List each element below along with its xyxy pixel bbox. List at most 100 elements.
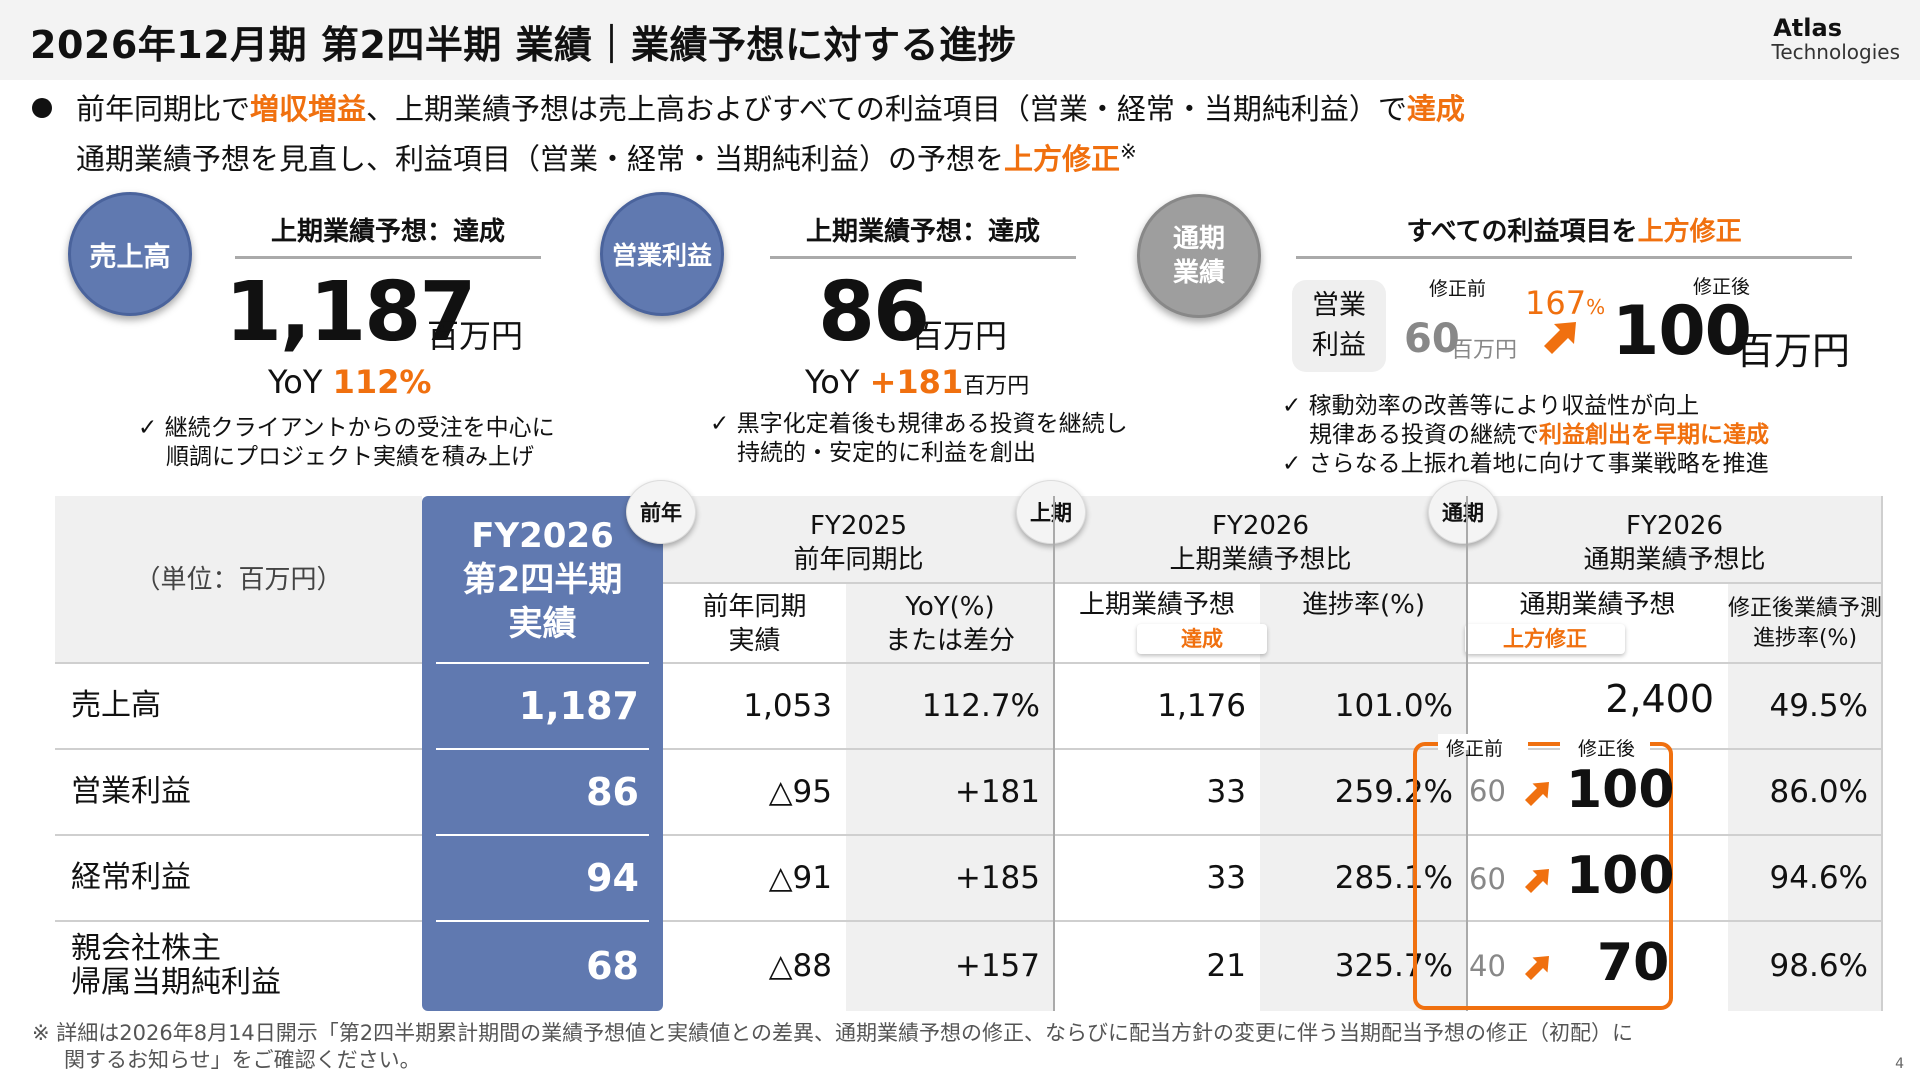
logo-subtext: Technologies	[1771, 40, 1900, 64]
yoy-net: +157	[954, 948, 1040, 984]
col-header-line: 前年同期	[702, 591, 807, 622]
half-plan-net: 21	[1206, 948, 1246, 984]
col-bg	[846, 663, 1054, 1011]
op-circle-label: 営業利益	[611, 241, 712, 270]
row-label-line: 親会社株主	[71, 931, 221, 966]
full-rate-sales: 49.5%	[1769, 688, 1868, 724]
full-before-ordinary: 60	[1469, 862, 1506, 896]
full-plan-sales: 2,400	[1605, 677, 1714, 721]
group-header-line: FY2025	[809, 511, 907, 541]
before-value: 60	[1404, 316, 1460, 362]
actual-op: 86	[586, 770, 639, 814]
title-bar: 2026年12月期 第2四半期 業績｜業績予想に対する進捗 Atlas Tech…	[0, 0, 1920, 80]
full-circle-label-1: 通期	[1172, 224, 1225, 254]
col-bg	[663, 663, 846, 1011]
after-label: 修正後	[1693, 276, 1751, 298]
half-rate-ordinary: 285.1%	[1334, 860, 1453, 896]
bullet-icon	[32, 98, 52, 118]
fy-header-line: 第2四半期	[462, 560, 623, 600]
fy-header: FY2026 第2四半期 実績	[422, 514, 663, 646]
unit-label-cell: （単位：百万円）	[55, 496, 422, 663]
divider	[55, 834, 422, 836]
bullet-line-1: 前年同期比で増収増益、上期業績予想は売上高およびすべての利益項目（営業・経常・当…	[76, 86, 1465, 128]
col-header-line: または差分	[884, 625, 1015, 656]
group-header-line: 上期業績予想比	[1169, 545, 1352, 575]
op-label-line: 利益	[1312, 330, 1366, 361]
group-header-line: FY2026	[1625, 511, 1723, 541]
op-value: 86	[818, 265, 930, 360]
full-note-1: ✓ 稼動効率の改善等により収益性が向上	[1282, 393, 1700, 419]
sales-circle-label: 売上高	[89, 241, 171, 273]
full-rate-ordinary: 94.6%	[1769, 860, 1868, 896]
col-header-line: 修正後業績予測	[1728, 595, 1883, 621]
row-label-op: 営業利益	[55, 749, 422, 835]
divider	[663, 582, 1882, 584]
upward-revision-badge: 上方修正	[1465, 624, 1625, 654]
full-rate-net: 98.6%	[1769, 948, 1868, 984]
full-rate-op: 86.0%	[1769, 774, 1868, 810]
footnote-line: ※ 詳細は2026年8月14日開示「第2四半期累計期間の業績予想値と実績値との差…	[32, 1021, 1633, 1045]
yoy-sales: 112.7%	[921, 688, 1040, 724]
prev-net: △88	[768, 948, 832, 984]
bullet-text: 前年同期比で	[76, 92, 251, 126]
yoy-unit: 百万円	[963, 374, 1030, 399]
col-header-line: YoY(%)	[905, 591, 995, 622]
bullet-text: 、上期業績予想は売上高およびすべての利益項目（営業・経常・当期純利益）で	[366, 92, 1407, 126]
actual-ordinary: 94	[586, 856, 639, 900]
results-table: （単位：百万円） 売上高 営業利益 経常利益 親会社株主 帰属当期純利益 FY2…	[55, 480, 1883, 1011]
footnote: ※ 詳細は2026年8月14日開示「第2四半期累計期間の業績予想値と実績値との差…	[32, 1020, 1633, 1074]
op-unit: 百万円	[911, 317, 1008, 355]
note-text: 規律ある投資の継続で	[1309, 422, 1539, 448]
actual-sales: 1,187	[518, 684, 639, 728]
highlight-text: 上方修正	[1004, 142, 1121, 176]
op-label-line: 営業	[1312, 290, 1366, 321]
label-bg	[1560, 734, 1650, 750]
col-header-line: 通期業績予想	[1519, 590, 1676, 620]
col-header-line: 進捗率(%)	[1752, 625, 1858, 651]
group-header-line: 通期業績予想比	[1583, 545, 1766, 575]
heading-highlight: 上方修正	[1637, 217, 1742, 247]
divider	[436, 662, 649, 664]
half-plan-sales: 1,176	[1157, 688, 1246, 724]
full-after-op: 100	[1566, 760, 1675, 820]
op-heading: 上期業績予想：達成	[805, 217, 1040, 247]
unit-label: （単位：百万円）	[134, 564, 343, 595]
col-bg	[1260, 663, 1467, 1011]
logo-text: Atlas	[1773, 14, 1842, 42]
revision-ratio: 167%	[1525, 284, 1605, 322]
col-full-rate: 修正後業績予測 進捗率(%)	[1728, 584, 1882, 663]
revision-highlight-box	[1413, 742, 1673, 1010]
col-yoy: YoY(%) または差分	[846, 584, 1054, 663]
prev-sales: 1,053	[743, 688, 832, 724]
half-plan-op: 33	[1206, 774, 1246, 810]
page-number: 4	[1895, 1056, 1904, 1072]
fy-header-line: 実績	[508, 604, 577, 644]
after-value: 100	[1612, 292, 1752, 371]
row-label-net: 親会社株主 帰属当期純利益	[55, 921, 422, 1011]
up-right-arrow-icon	[1525, 956, 1549, 980]
fy-header-line: FY2026	[471, 516, 614, 556]
row-label-line: 帰属当期純利益	[71, 965, 281, 1000]
col-bg	[1467, 663, 1728, 1011]
note-highlight: 利益創出を早期に達成	[1539, 422, 1769, 448]
up-right-arrow-icon	[1544, 322, 1576, 354]
up-right-arrow-icon	[1525, 782, 1549, 806]
col-half-rate: 進捗率(%)	[1260, 584, 1467, 663]
sales-note-2: 順調にプロジェクト実績を積み上げ	[166, 444, 534, 470]
footnote-mark: ※	[1120, 139, 1137, 164]
col-prev-actual: 前年同期 実績	[663, 584, 846, 663]
achieved-badge: 達成	[1137, 624, 1267, 654]
op-note-2: 持続的・安定的に利益を創出	[737, 440, 1036, 466]
full-heading: すべての利益項目を上方修正	[1296, 211, 1852, 248]
full-after-ordinary: 100	[1566, 846, 1675, 906]
footnote-line: 関するお知らせ」をご確認ください。	[64, 1048, 421, 1072]
group-header-line: FY2026	[1211, 511, 1309, 541]
up-right-arrow-icon	[1525, 869, 1549, 893]
group-full-header: FY2026 通期業績予想比	[1467, 504, 1882, 582]
divider	[55, 920, 422, 922]
table-after-label: 修正後	[1578, 738, 1636, 760]
col-bg	[1728, 663, 1882, 1011]
page-title: 2026年12月期 第2四半期 業績｜業績予想に対する進捗	[30, 23, 1017, 67]
full-after-net: 70	[1597, 933, 1670, 993]
yoy-value: +181	[869, 363, 964, 401]
